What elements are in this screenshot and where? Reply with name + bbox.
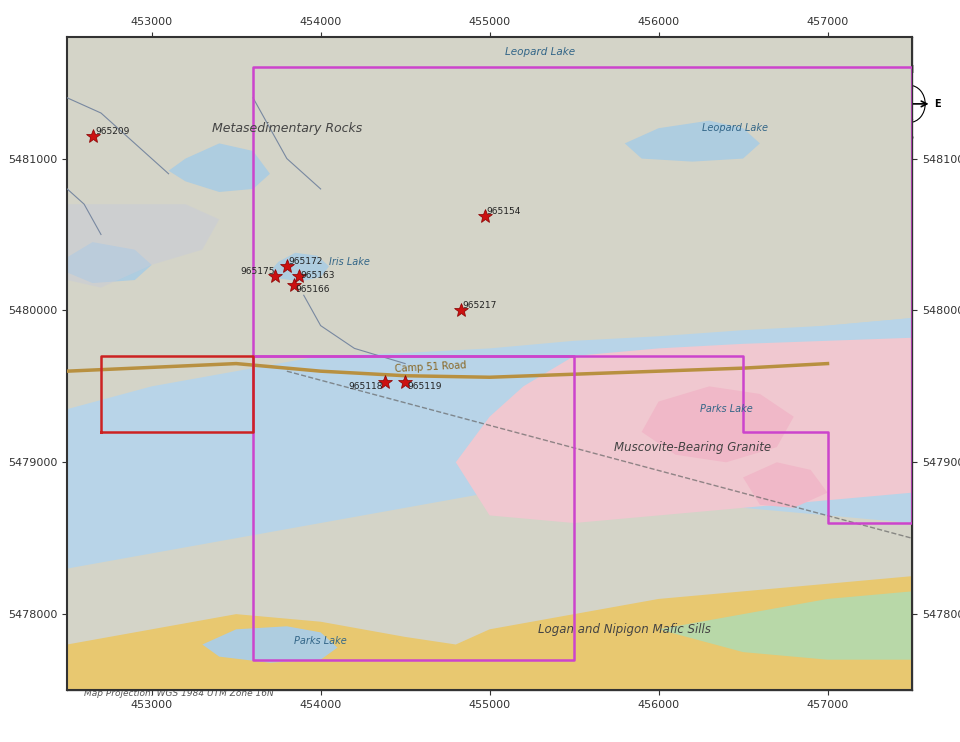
Text: E: E [934, 99, 941, 109]
Text: ⚡: ⚡ [92, 404, 109, 427]
Text: 965154: 965154 [487, 207, 520, 216]
Polygon shape [67, 242, 152, 283]
Polygon shape [169, 143, 270, 192]
Text: ≈≈≈: ≈≈≈ [78, 629, 106, 639]
Text: N: N [905, 65, 914, 76]
Text: Waterbody: Waterbody [112, 660, 169, 670]
Text: 200: 200 [349, 680, 369, 689]
FancyBboxPatch shape [80, 654, 108, 677]
Text: 0: 0 [314, 680, 320, 689]
Text: Georgina Stairs Claim Outline: Georgina Stairs Claim Outline [112, 567, 268, 577]
Text: +: + [906, 99, 913, 108]
Text: 965163: 965163 [300, 271, 335, 280]
Text: Leopard Lake: Leopard Lake [703, 123, 768, 134]
Text: Leopard Lake: Leopard Lake [505, 47, 575, 57]
FancyBboxPatch shape [80, 561, 108, 584]
Text: 965209: 965209 [95, 127, 130, 136]
Polygon shape [588, 142, 636, 227]
Text: Legend: Legend [142, 485, 199, 499]
Text: 400: 400 [392, 680, 411, 689]
Polygon shape [743, 462, 828, 508]
PathPatch shape [67, 318, 912, 554]
Text: 965118: 965118 [348, 382, 383, 391]
Text: 965172: 965172 [289, 257, 323, 266]
Polygon shape [625, 121, 760, 162]
Text: TEARLACH: TEARLACH [133, 398, 240, 418]
Text: Parks Lake: Parks Lake [295, 637, 347, 646]
Text: N: N [835, 36, 843, 47]
Text: Muscovite-Bearing Granite: Muscovite-Bearing Granite [613, 441, 771, 453]
Polygon shape [641, 387, 794, 462]
Text: Metasedimentary Rocks: Metasedimentary Rocks [212, 122, 362, 135]
Text: Watercourse: Watercourse [112, 598, 179, 608]
Text: Saturated Soil: Saturated Soil [112, 629, 186, 639]
Polygon shape [636, 72, 702, 120]
Text: 965217: 965217 [463, 301, 497, 310]
Polygon shape [272, 253, 329, 281]
Text: Georgina Lithium
Exploration Project: Georgina Lithium Exploration Project [95, 444, 246, 474]
Text: Assay
Highlight: Assay Highlight [702, 137, 753, 159]
Text: 965119: 965119 [407, 382, 442, 391]
Polygon shape [203, 626, 338, 663]
Text: 965175: 965175 [240, 266, 275, 275]
Polygon shape [456, 338, 912, 523]
Text: Camp 51 Road: Camp 51 Road [395, 361, 467, 374]
Polygon shape [67, 204, 219, 288]
Text: 965166: 965166 [296, 285, 330, 294]
Polygon shape [571, 58, 669, 255]
Text: Iris Lake: Iris Lake [329, 257, 370, 267]
Text: Georgina East Claim Outline: Georgina East Claim Outline [112, 536, 260, 545]
Text: W: W [876, 99, 887, 109]
FancyBboxPatch shape [80, 530, 108, 553]
Text: Assay Highlights: Assay Highlights [112, 505, 205, 514]
Text: Parks Lake: Parks Lake [700, 404, 753, 414]
Polygon shape [659, 591, 912, 660]
Text: 600: 600 [434, 680, 453, 689]
Text: 800: 800 [476, 680, 495, 689]
Text: 10 km: 10 km [705, 282, 732, 291]
Text: Map Projection: WGS 1984 UTM Zone 16N: Map Projection: WGS 1984 UTM Zone 16N [84, 689, 274, 697]
Polygon shape [67, 577, 912, 690]
Text: Logan and Nipigon Mafic Sills: Logan and Nipigon Mafic Sills [539, 623, 711, 636]
Text: 0: 0 [588, 282, 593, 291]
Polygon shape [636, 58, 898, 312]
Polygon shape [67, 318, 912, 568]
Text: S: S [906, 132, 913, 142]
Text: 1,000 m: 1,000 m [507, 680, 549, 689]
